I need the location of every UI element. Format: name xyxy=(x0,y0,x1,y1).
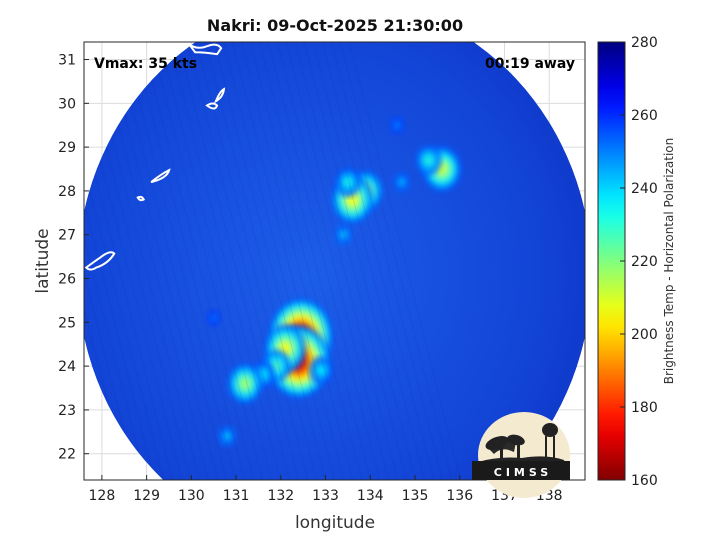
convection-cell xyxy=(206,309,221,327)
y-tick-label: 31 xyxy=(58,53,76,69)
x-tick-label: 130 xyxy=(178,488,205,504)
convection-cell xyxy=(389,116,405,135)
colorbar-tick-label: 200 xyxy=(631,327,658,343)
colorbar-ticks: 160 180 200 220 240 260 280 xyxy=(620,35,658,489)
swath-background xyxy=(84,42,585,480)
x-tick-label: 129 xyxy=(133,488,160,504)
y-tick-label: 25 xyxy=(58,315,76,331)
cimss-logo: CIMSS xyxy=(472,412,570,498)
x-tick-label: 136 xyxy=(446,488,473,504)
convection-cell xyxy=(334,224,353,246)
y-tick-label: 23 xyxy=(58,403,76,419)
y-tick-label: 24 xyxy=(58,359,76,375)
eta-annotation: 00:19 away xyxy=(485,56,575,72)
colorbar-tick-label: 220 xyxy=(631,254,658,270)
x-tick-label: 135 xyxy=(402,488,429,504)
y-tick-label: 27 xyxy=(58,228,76,244)
y-tick-label: 22 xyxy=(58,447,76,463)
convection-cell xyxy=(392,172,411,193)
x-axis-ticks: 128 129 130 131 132 133 134 135 136 137 138 xyxy=(89,475,563,504)
coastline-path xyxy=(205,102,219,110)
convection-cell xyxy=(415,145,442,176)
plot-border xyxy=(83,41,586,481)
convection-cell xyxy=(218,425,237,447)
x-tick-label: 132 xyxy=(267,488,294,504)
convection-cell xyxy=(227,363,263,405)
coastline-path xyxy=(213,87,226,104)
colorbar-tick-label: 240 xyxy=(631,181,658,197)
colorbar: 160 180 200 220 240 260 280 Brightness Temp - … xyxy=(597,35,676,489)
y-axis-ticks: 22 23 24 25 26 27 28 29 30 31 xyxy=(58,53,89,463)
coastline-path xyxy=(136,195,146,202)
colorbar-tick-label: 180 xyxy=(631,400,658,416)
chart-title: Nakri: 09-Oct-2025 21:30:00 xyxy=(207,16,463,35)
colorbar-tick-label: 280 xyxy=(631,35,658,51)
x-tick-label: 131 xyxy=(223,488,250,504)
coastline-path xyxy=(188,43,223,56)
colorbar-tick-label: 160 xyxy=(631,473,658,489)
x-axis-label: longitude xyxy=(295,513,375,533)
x-tick-label: 128 xyxy=(89,488,116,504)
y-axis-label: latitude xyxy=(33,228,53,293)
y-tick-label: 26 xyxy=(58,272,76,288)
x-tick-label: 133 xyxy=(312,488,339,504)
convection-cell xyxy=(309,356,334,385)
y-tick-label: 28 xyxy=(58,184,76,200)
logo-text: CIMSS xyxy=(494,466,552,479)
colorbar-label: Brightness Temp - Horizontal Polarizatio… xyxy=(662,138,676,385)
convection-features xyxy=(206,116,462,447)
y-tick-label: 30 xyxy=(58,96,76,112)
convection-cell xyxy=(335,167,361,197)
coastline-path xyxy=(150,168,171,184)
x-tick-label: 134 xyxy=(357,488,384,504)
coastline-path xyxy=(84,251,116,271)
convection-cell xyxy=(422,146,462,192)
y-tick-label: 29 xyxy=(58,140,76,156)
vmax-annotation: Vmax: 35 kts xyxy=(94,56,197,72)
colorbar-tick-label: 260 xyxy=(631,108,658,124)
coastlines xyxy=(84,43,226,271)
